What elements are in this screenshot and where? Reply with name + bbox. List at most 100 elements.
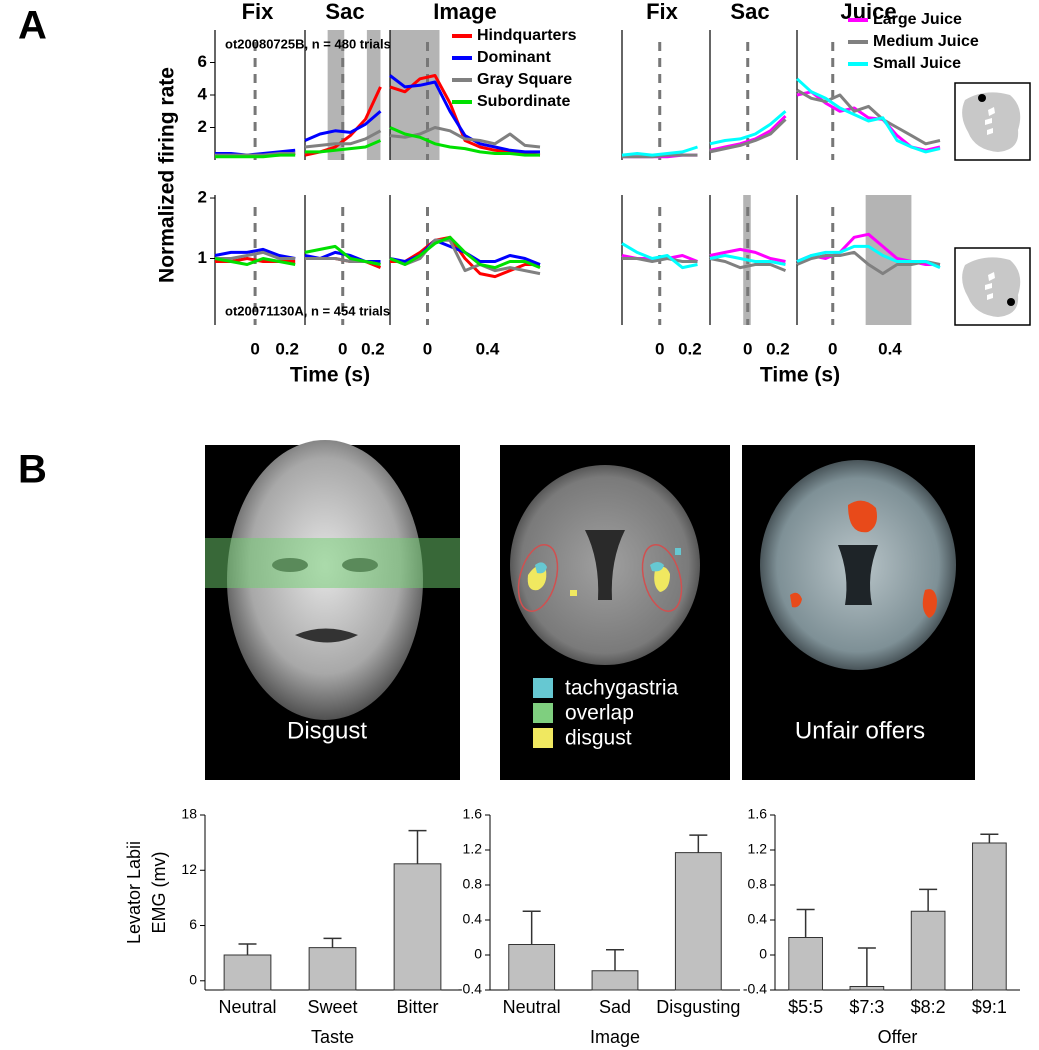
y-tick-label: 2: [198, 188, 207, 207]
bar: [591, 970, 639, 991]
line-series: [304, 244, 381, 266]
segment-title: Sac: [325, 0, 364, 24]
bar: [674, 852, 722, 991]
error-bar: [408, 829, 427, 864]
error-bar: [919, 888, 938, 912]
line-series: [709, 247, 786, 263]
legend-label: Hindquarters: [477, 27, 577, 44]
x-tick-label: Sad: [599, 997, 631, 1017]
bar: [223, 954, 272, 991]
line-series: [215, 250, 296, 260]
line-series: [304, 110, 382, 142]
y-tick-label: 1: [198, 248, 207, 267]
legend-label: tachygastria: [565, 677, 679, 700]
y-tick-label: 6: [189, 916, 197, 932]
x-tick-label: Neutral: [503, 997, 561, 1017]
bar: [308, 947, 357, 991]
legend-label: Large Juice: [873, 11, 962, 28]
legend-swatch: [533, 678, 553, 698]
error-bar: [796, 908, 815, 938]
segment-title: Fix: [646, 0, 679, 24]
x-tick-label: 0: [423, 339, 432, 358]
x-tick-label: 0: [828, 339, 837, 358]
y-tick-label: 0.8: [748, 876, 768, 892]
bar: [788, 937, 823, 991]
line-series: [389, 74, 541, 157]
y-tick-label: 1.6: [463, 806, 483, 822]
y-tick-label: 0.8: [463, 876, 483, 892]
x-tick-label: Neutral: [218, 997, 276, 1017]
y-axis-label: Levator Labii: [124, 841, 144, 944]
line-series: [215, 153, 296, 159]
y-tick-label: 4: [198, 84, 208, 103]
x-tick-label: 0.2: [678, 339, 702, 358]
line-series: [709, 254, 786, 266]
shaded-window: [366, 30, 381, 160]
brain-image: Unfair offers: [742, 445, 975, 780]
x-tick-label: 0.2: [766, 339, 790, 358]
y-tick-label: 12: [181, 861, 197, 877]
y-tick-label: -0.4: [458, 981, 482, 997]
y-tick-label: 1.6: [748, 806, 768, 822]
line-series: [795, 77, 941, 154]
brain-image: [500, 445, 730, 780]
bar: [393, 863, 442, 991]
error-bar: [857, 947, 876, 987]
x-tick-label: 0: [250, 339, 259, 358]
line-series: [796, 244, 941, 269]
image-caption: Unfair offers: [795, 717, 925, 744]
line-series: [796, 88, 941, 146]
line-series: [389, 74, 540, 154]
bar: [910, 910, 946, 991]
line-series: [709, 257, 787, 272]
error-bar: [606, 949, 624, 971]
line-series: [622, 257, 698, 263]
line-series: [389, 238, 541, 276]
line-series: [621, 145, 698, 157]
x-tick-label: $5:5: [788, 997, 823, 1017]
error-bar: [522, 910, 541, 945]
line-series: [796, 250, 941, 276]
y-tick-label: 18: [181, 806, 197, 822]
x-tick-label: 0: [743, 339, 752, 358]
y-tick-label: 6: [198, 52, 207, 71]
legend-label: disgust: [565, 727, 632, 750]
y-tick-label: 2: [198, 117, 207, 136]
line-series: [215, 152, 296, 157]
legend-label: Dominant: [477, 49, 551, 66]
x-tick-label: 0.4: [878, 339, 902, 358]
y-tick-label: 0: [189, 971, 197, 987]
y-tick-label: 1.2: [463, 841, 483, 857]
x-tick-label: Disgusting: [656, 997, 740, 1017]
line-series: [621, 242, 698, 270]
error-bar: [689, 834, 708, 853]
error-bar: [323, 937, 342, 948]
bar: [849, 986, 885, 991]
x-axis-label: Time (s): [290, 364, 370, 387]
x-axis-label: Time (s): [760, 364, 840, 387]
x-tick-label: $9:1: [972, 997, 1007, 1017]
bar: [972, 842, 1007, 991]
segment-title: Fix: [242, 0, 275, 24]
shaded-window: [390, 30, 440, 160]
segment-title: Image: [433, 0, 497, 24]
error-bar: [238, 943, 257, 955]
x-tick-label: $8:2: [911, 997, 946, 1017]
x-tick-label: 0.4: [476, 339, 500, 358]
panel-label: B: [18, 448, 47, 492]
inset-schematic: [954, 82, 1031, 161]
line-series: [622, 153, 698, 159]
legend-label: overlap: [565, 702, 634, 725]
line-series: [709, 110, 787, 146]
y-tick-label: 1.2: [748, 841, 768, 857]
legend-swatch: [533, 703, 553, 723]
legend-label: Medium Juice: [873, 33, 979, 50]
x-tick-label: 0: [338, 339, 347, 358]
panel-label: A: [18, 4, 47, 48]
shaded-window: [327, 30, 345, 160]
x-tick-label: $7:3: [849, 997, 884, 1017]
legend-label: Small Juice: [873, 55, 961, 72]
x-axis-label: Offer: [878, 1027, 918, 1047]
